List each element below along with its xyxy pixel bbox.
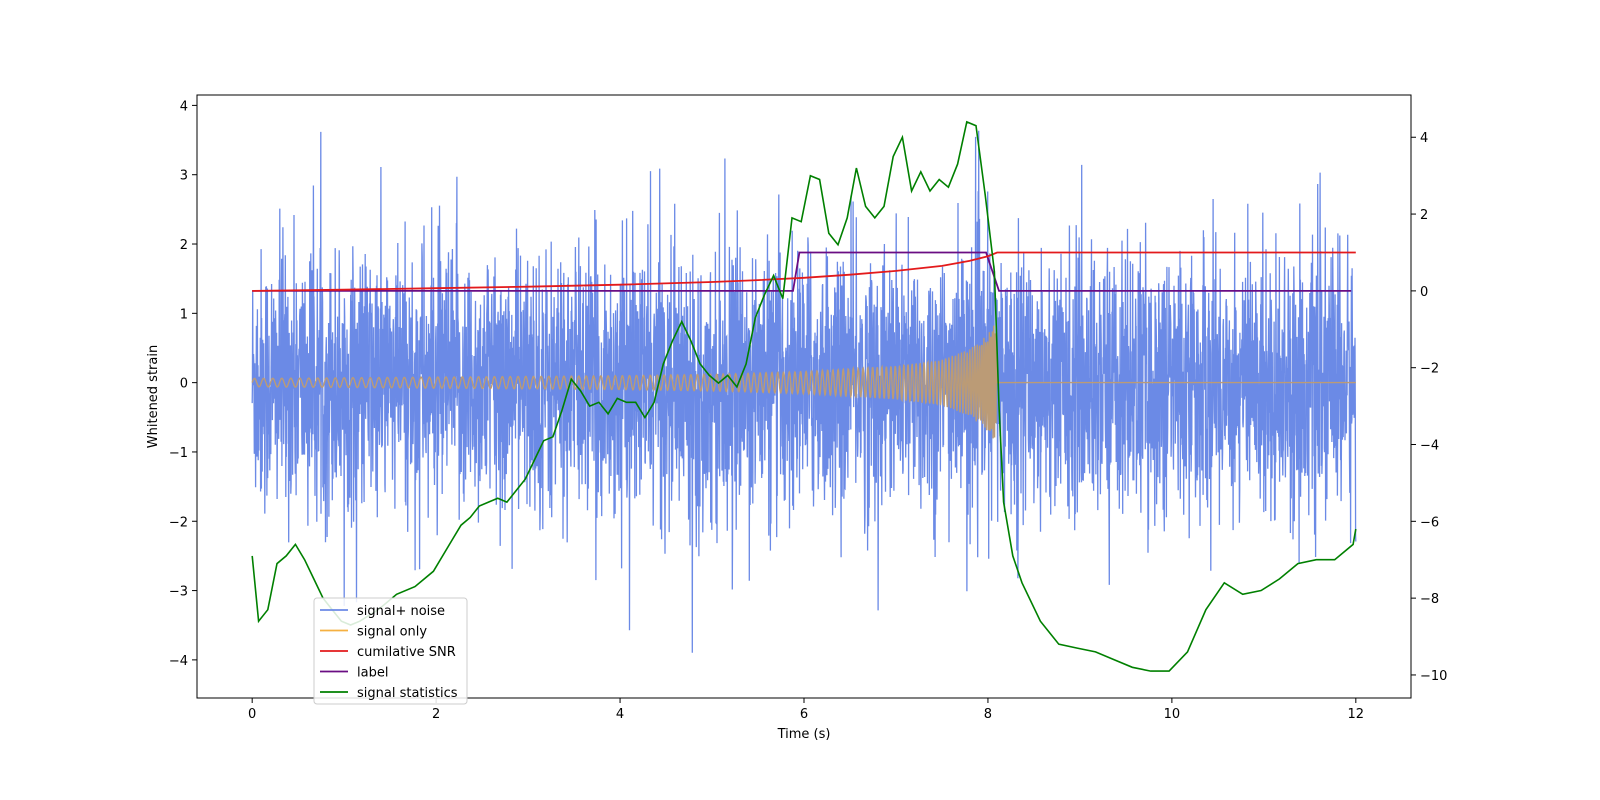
series-label [252,251,1352,292]
series-cumulative-snr [252,251,1356,292]
x-tick-label: 6 [800,707,808,722]
y-tick-label: −4 [169,654,188,669]
plot-area [251,120,1357,672]
x-tick-label: 2 [432,707,440,722]
legend: signal+ noise signal only cumilative SNR la… [313,597,468,705]
y-right-tick-label: −8 [1420,592,1439,607]
series-signal-noise [251,130,1357,653]
y-tick-label: 0 [180,377,188,392]
y-right-tick-label: −4 [1420,439,1439,454]
legend-entry: label [357,666,388,681]
x-tick-label: 8 [984,707,992,722]
x-tick-label: 0 [248,707,256,722]
y-tick-label: −1 [169,446,188,461]
series-signal-only [251,325,1356,439]
legend-box [313,597,468,705]
y-right-tick-label: 4 [1420,131,1428,146]
y-right-tick-label: −6 [1420,515,1439,530]
x-axis-label: Time (s) [777,727,831,742]
y-tick-label: 2 [180,238,188,253]
y-axis-right: −10 −8 −6 −4 −2 0 2 4 [1411,131,1447,684]
y-right-tick-label: −10 [1420,669,1447,684]
legend-entry: signal statistics [357,686,458,701]
x-tick-label: 12 [1348,707,1365,722]
legend-entry: cumilative SNR [357,645,456,660]
y-tick-label: 1 [180,307,188,322]
y-tick-label: 4 [180,99,188,114]
y-axis-label: Whitened strain [146,345,161,448]
y-right-tick-label: 0 [1420,285,1428,300]
x-axis: 0 2 4 6 8 10 12 [248,698,1364,722]
y-tick-label: −2 [169,515,188,530]
y-tick-label: 3 [180,169,188,184]
x-tick-label: 4 [616,707,624,722]
legend-entry: signal only [357,625,427,640]
series-signal-statistics [251,120,1357,672]
y-tick-label: −3 [169,585,188,600]
y-right-tick-label: 2 [1420,208,1428,223]
x-tick-label: 10 [1164,707,1181,722]
y-axis-left: −4 −3 −2 −1 0 1 2 3 4 [169,99,197,669]
y-right-tick-label: −2 [1420,362,1439,377]
legend-entry: signal+ noise [357,604,445,619]
